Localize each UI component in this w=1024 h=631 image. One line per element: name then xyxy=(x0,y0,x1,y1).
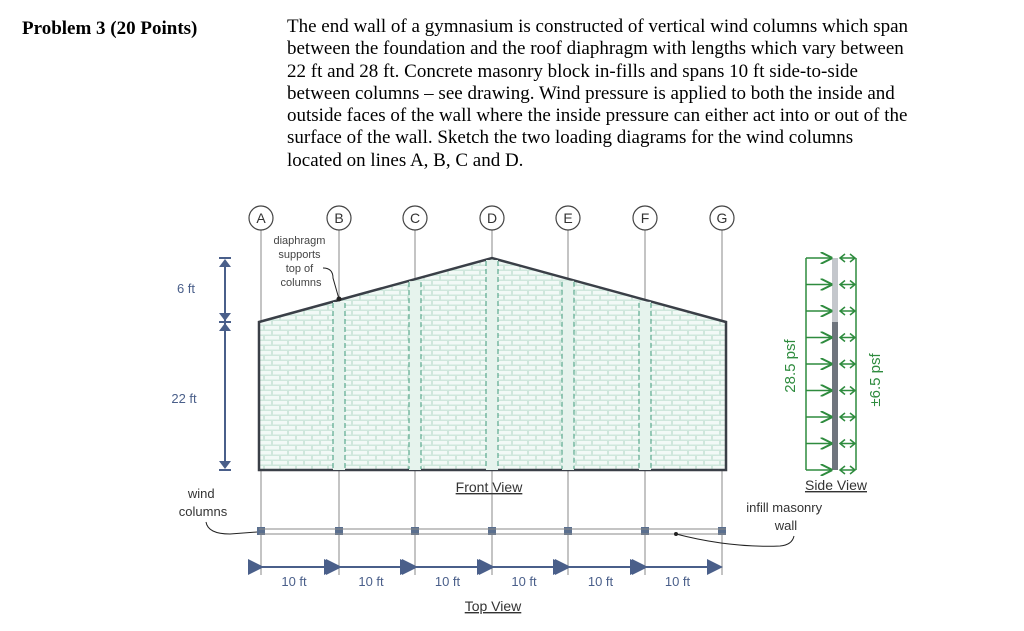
column-plan-marker xyxy=(411,527,419,535)
side-column xyxy=(832,322,838,470)
outside-pressure-label: 28.5 psf xyxy=(782,338,799,392)
column-grid-bubble xyxy=(555,205,581,231)
column-label: E xyxy=(563,210,572,226)
dim-22ft-label: 22 ft xyxy=(171,391,197,406)
inside-pressure-double-arrow xyxy=(838,332,857,343)
inside-pressure-double-arrow xyxy=(838,412,857,422)
inside-pressure-double-arrow xyxy=(838,359,857,369)
spacing-label: 10 ft xyxy=(435,574,461,589)
column-label: A xyxy=(256,210,266,226)
front-view-label: Front View xyxy=(456,479,524,495)
diaphragm-note: diaphragm supports top of columns xyxy=(273,235,328,289)
problem-statement: The end wall of a gymnasium is construct… xyxy=(287,16,1017,172)
dimension-arrowhead xyxy=(219,323,231,331)
column-strip xyxy=(409,281,421,470)
column-grid-bubble xyxy=(402,205,428,231)
dimension-arrowhead xyxy=(219,461,231,469)
statement-line: between the foundation and the roof diap… xyxy=(287,38,904,60)
dimension-arrowhead xyxy=(219,313,231,321)
problem-title: Problem 3 (20 Points) xyxy=(22,18,198,39)
infill-label: infill masonry wall xyxy=(746,500,825,533)
column-strip xyxy=(333,302,345,470)
column-plan-marker xyxy=(718,527,726,535)
infill-leader xyxy=(675,533,795,547)
statement-line: between columns – see drawing. Wind pres… xyxy=(287,82,895,104)
inside-pressure-double-arrow xyxy=(838,385,857,396)
column-plan-marker xyxy=(641,527,649,535)
column-plan-marker xyxy=(335,527,343,535)
dim-6ft-label: 6 ft xyxy=(177,281,195,296)
column-grid-bubble xyxy=(709,205,735,231)
side-column-upper xyxy=(832,258,838,322)
inside-pressure-label: ±6.5 psf xyxy=(867,353,884,407)
wind-columns-leader xyxy=(205,521,258,535)
statement-line: located on lines A, B, C and D. xyxy=(287,149,524,171)
column-grid-bubble xyxy=(632,205,658,231)
column-plan-marker xyxy=(257,527,265,535)
spacing-label: 10 ft xyxy=(281,574,307,589)
dimension-arrowhead xyxy=(219,259,231,267)
spacing-label: 10 ft xyxy=(588,574,614,589)
column-label: C xyxy=(410,210,420,226)
column-strip xyxy=(486,260,498,470)
diaphragm-leader xyxy=(322,267,340,300)
inside-pressure-double-arrow xyxy=(838,465,857,475)
column-label: D xyxy=(487,210,497,226)
statement-line: surface of the wall. Sketch the two load… xyxy=(287,127,854,149)
spacing-label: 10 ft xyxy=(665,574,691,589)
wind-columns-label: wind columns xyxy=(179,486,228,519)
inside-pressure-double-arrow xyxy=(838,306,857,316)
diaphragm-support-point xyxy=(336,296,342,302)
infill-point xyxy=(674,532,678,536)
inside-pressure-double-arrow xyxy=(838,438,857,449)
statement-line: 22 ft and 28 ft. Concrete masonry block … xyxy=(287,60,858,82)
top-view-label: Top View xyxy=(465,598,522,614)
column-label: G xyxy=(717,210,728,226)
spacing-label: 10 ft xyxy=(358,574,384,589)
column-label: B xyxy=(334,210,343,226)
inside-pressure-double-arrow xyxy=(838,279,857,290)
column-grid-bubble xyxy=(248,205,274,231)
column-grid-bubble xyxy=(479,205,505,231)
statement-line: outside faces of the wall where the insi… xyxy=(287,105,908,127)
inside-pressure-double-arrow xyxy=(838,253,857,263)
column-plan-marker xyxy=(488,527,496,535)
spacing-label: 10 ft xyxy=(511,574,537,589)
column-plan-marker xyxy=(564,527,572,535)
column-grid-bubble xyxy=(326,205,352,231)
side-view-label: Side View xyxy=(805,477,868,493)
column-strip xyxy=(562,280,574,470)
column-label: F xyxy=(641,210,650,226)
column-strip xyxy=(639,301,651,470)
statement-line: The end wall of a gymnasium is construct… xyxy=(287,16,909,37)
